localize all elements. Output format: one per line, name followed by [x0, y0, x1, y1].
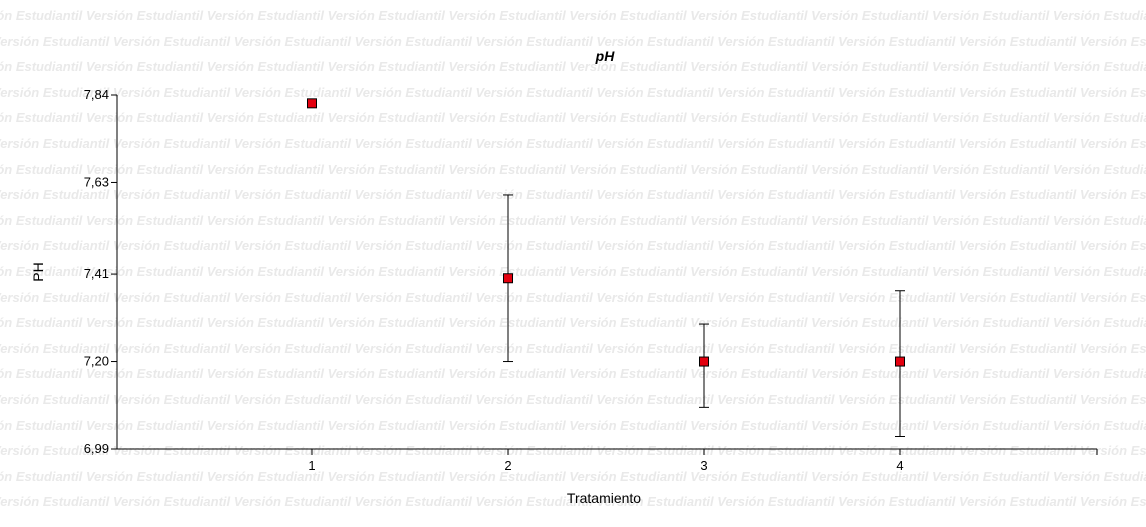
data-point	[699, 356, 709, 367]
x-tick-label: 4	[896, 458, 903, 473]
x-ticks: 1 2 3 4	[308, 449, 1098, 473]
x-tick-label: 3	[700, 458, 707, 473]
y-tick-label: 7,63	[84, 174, 109, 189]
data-point	[307, 98, 317, 109]
x-axis-label: Tratamiento	[567, 490, 641, 506]
axes	[116, 95, 1097, 450]
y-tick-label: 7,84	[84, 87, 109, 102]
data-point	[503, 273, 513, 284]
x-tick-label: 1	[308, 458, 315, 473]
y-tick-label: 6,99	[84, 441, 109, 456]
x-tick-label: 2	[504, 458, 511, 473]
y-ticks: 7,84 7,63 7,41 7,20 6,99	[84, 87, 117, 456]
data-series	[307, 98, 905, 438]
y-tick-label: 7,20	[84, 354, 109, 369]
y-axis-label: PH	[30, 262, 46, 281]
data-point	[895, 356, 905, 367]
chart-title: pH	[595, 48, 616, 64]
y-tick-label: 7,41	[84, 266, 109, 281]
